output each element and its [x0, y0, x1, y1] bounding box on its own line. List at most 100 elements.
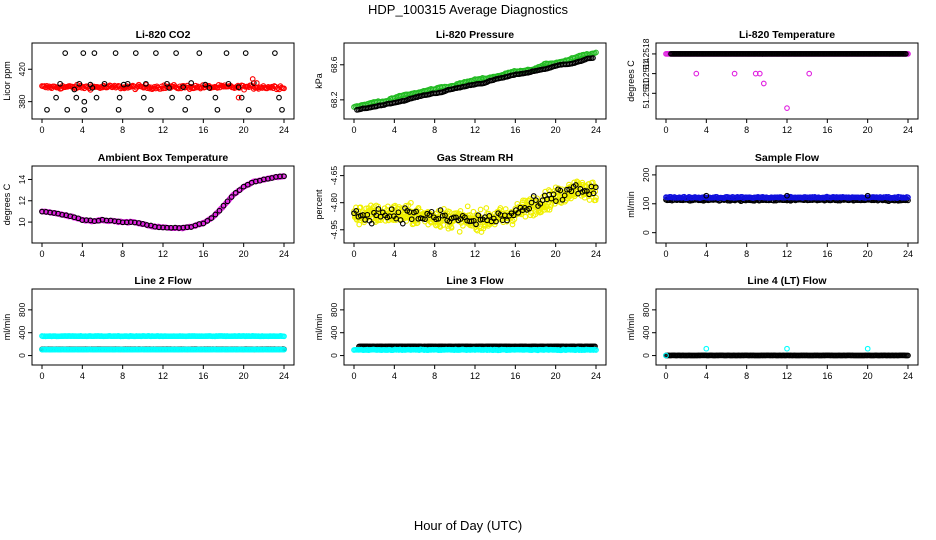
- x-tick-label: 12: [158, 371, 168, 381]
- data-point: [80, 50, 87, 56]
- y-tick-label: 200: [641, 168, 651, 182]
- data-point: [57, 80, 63, 87]
- data-point: [132, 50, 139, 56]
- y-tick-label: -4.65: [329, 166, 339, 186]
- data-point: [806, 70, 813, 77]
- data-point: [185, 94, 192, 101]
- data-point: [116, 94, 123, 101]
- x-tick-label: 4: [80, 371, 85, 381]
- data-point: [168, 224, 174, 231]
- panel-title: Li-820 CO2: [136, 29, 191, 41]
- data-point: [83, 217, 90, 223]
- panel-6: Sample Flow ml/min 0 4 8 12 16 20 24 0 100 200: [626, 152, 919, 259]
- y-tick-label: 400: [641, 325, 651, 339]
- data-point: [81, 98, 88, 105]
- x-tick-label: 0: [663, 249, 668, 259]
- data-point: [509, 221, 516, 228]
- data-point: [422, 216, 428, 223]
- x-tick-label: 24: [903, 125, 913, 135]
- panel-frame: [655, 165, 919, 244]
- data-point: [760, 80, 767, 87]
- data-point: [101, 80, 108, 87]
- data-point: [353, 208, 360, 214]
- data-point: [272, 50, 278, 56]
- data-point: [522, 213, 529, 220]
- data-point: [124, 80, 131, 87]
- x-tick-label: 16: [822, 125, 832, 135]
- panel-title: Line 2 Flow: [134, 275, 192, 287]
- data-point: [460, 222, 466, 229]
- data-point: [905, 194, 911, 201]
- panel-title: Li-820 Pressure: [436, 29, 514, 41]
- x-tick-label: 20: [551, 249, 561, 259]
- data-point: [281, 346, 287, 353]
- data-point: [491, 221, 498, 228]
- data-point: [91, 50, 98, 56]
- data-point: [592, 197, 599, 204]
- data-point: [166, 85, 172, 91]
- data-point: [184, 224, 191, 231]
- data-point: [242, 50, 249, 56]
- data-point: [456, 228, 463, 235]
- data-point: [249, 76, 256, 82]
- data-point: [208, 215, 215, 221]
- x-tick-label: 8: [120, 249, 125, 259]
- data-point: [273, 86, 280, 93]
- data-point: [883, 193, 890, 200]
- data-point: [470, 208, 477, 215]
- series-3-magenta: [693, 70, 813, 111]
- figure-x-axis-label: Hour of Day (UTC): [413, 518, 523, 533]
- data-point: [493, 218, 499, 225]
- data-point: [112, 50, 119, 56]
- x-tick-label: 16: [510, 125, 520, 135]
- x-tick-label: 8: [432, 125, 437, 135]
- x-tick-label: 16: [822, 249, 832, 259]
- panel-3: Li-820 Temperature degrees C 0 4 8 12 16 20 24 51…: [626, 29, 919, 135]
- data-point: [156, 224, 162, 231]
- data-point: [486, 213, 493, 219]
- data-point: [902, 51, 909, 57]
- y-tick-label: 0: [17, 353, 27, 358]
- x-tick-label: 20: [863, 249, 873, 259]
- data-point: [510, 212, 517, 219]
- data-point: [663, 352, 669, 359]
- x-tick-label: 4: [704, 371, 709, 381]
- data-point: [428, 208, 435, 215]
- panel-y-axis-label: percent: [314, 189, 324, 220]
- data-point: [408, 216, 415, 223]
- data-point: [408, 199, 414, 206]
- data-point: [553, 198, 559, 204]
- data-point: [546, 206, 553, 213]
- data-point: [245, 106, 252, 113]
- data-point: [477, 206, 484, 213]
- y-tick-label: 14: [17, 174, 27, 184]
- data-point: [784, 105, 790, 111]
- data-point: [441, 206, 447, 212]
- data-point: [368, 202, 374, 209]
- x-tick-label: 16: [198, 125, 208, 135]
- x-tick-label: 16: [822, 371, 832, 381]
- y-tick-label: 100: [641, 196, 651, 210]
- data-point: [475, 212, 482, 219]
- data-point: [756, 70, 763, 77]
- data-point: [526, 205, 533, 212]
- x-tick-label: 24: [591, 125, 601, 135]
- x-tick-label: 20: [239, 249, 249, 259]
- data-point: [160, 224, 166, 231]
- data-point: [146, 85, 153, 92]
- panel-y-axis-label: ml/min: [626, 191, 636, 218]
- data-point: [528, 199, 535, 206]
- y-tick-label: 10: [17, 217, 27, 227]
- data-point: [514, 200, 521, 207]
- y-tick-label: 51.2514: [641, 58, 651, 89]
- data-point: [73, 94, 80, 101]
- x-tick-label: 0: [663, 371, 668, 381]
- y-tick-label: 800: [641, 302, 651, 316]
- data-point: [44, 106, 50, 113]
- panel-frame: [31, 288, 295, 366]
- x-tick-label: 20: [239, 371, 249, 381]
- data-point: [375, 203, 382, 210]
- x-tick-label: 8: [432, 249, 437, 259]
- x-tick-label: 16: [510, 371, 520, 381]
- data-point: [236, 187, 243, 193]
